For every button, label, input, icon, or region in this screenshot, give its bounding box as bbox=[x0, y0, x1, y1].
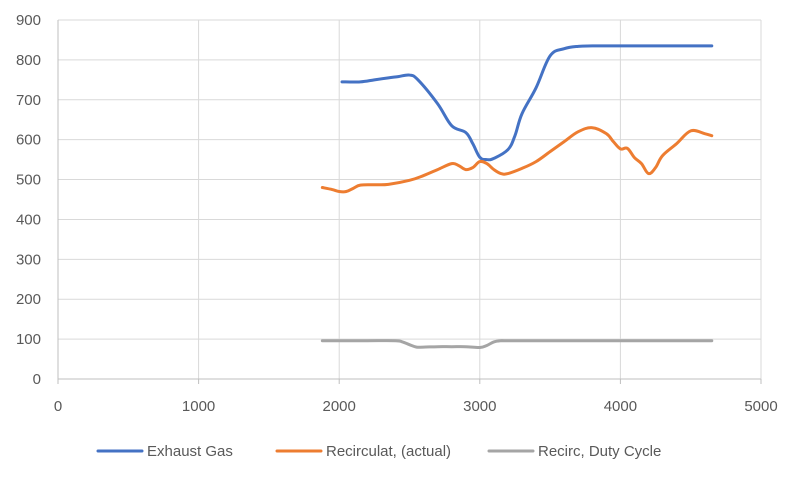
series-line-recirculat-actual bbox=[320, 126, 714, 194]
y-tick-label: 200 bbox=[16, 291, 41, 308]
legend-label: Exhaust Gas bbox=[147, 443, 233, 460]
legend-item-recirc-duty-cycle: Recirc, Duty Cycle bbox=[487, 443, 661, 460]
y-tick-label: 400 bbox=[16, 211, 41, 228]
y-tick-label: 800 bbox=[16, 52, 41, 69]
series-lines bbox=[320, 44, 714, 350]
x-tick-label: 5000 bbox=[744, 398, 777, 415]
series-line-recirc-duty-cycle bbox=[320, 339, 714, 350]
y-tick-label: 300 bbox=[16, 251, 41, 268]
legend-item-recirculat-actual: Recirculat, (actual) bbox=[275, 443, 451, 460]
axes bbox=[57, 20, 762, 384]
y-tick-label: 100 bbox=[16, 331, 41, 348]
y-tick-label: 0 bbox=[33, 371, 41, 388]
x-tick-label: 3000 bbox=[463, 398, 496, 415]
legend: Exhaust Gas Recirculat, (actual) Recirc, D… bbox=[96, 443, 661, 460]
y-tick-label: 700 bbox=[16, 92, 41, 109]
y-tick-label: 500 bbox=[16, 172, 41, 189]
x-tick-label: 0 bbox=[54, 398, 62, 415]
gridlines bbox=[58, 19, 762, 379]
legend-label: Recirc, Duty Cycle bbox=[538, 443, 661, 460]
series-line-exhaust-gas bbox=[340, 44, 714, 162]
x-tick-label: 1000 bbox=[182, 398, 215, 415]
y-tick-label: 600 bbox=[16, 132, 41, 149]
legend-label: Recirculat, (actual) bbox=[326, 443, 451, 460]
legend-item-exhaust-gas: Exhaust Gas bbox=[96, 443, 233, 460]
x-tick-label: 2000 bbox=[323, 398, 356, 415]
y-tick-label: 900 bbox=[16, 12, 41, 29]
x-tick-label: 4000 bbox=[604, 398, 637, 415]
y-axis-tick-labels: 0 100 200 300 400 500 600 700 800 900 bbox=[16, 12, 41, 388]
x-axis-tick-labels: 0 1000 2000 3000 4000 5000 bbox=[54, 398, 778, 415]
